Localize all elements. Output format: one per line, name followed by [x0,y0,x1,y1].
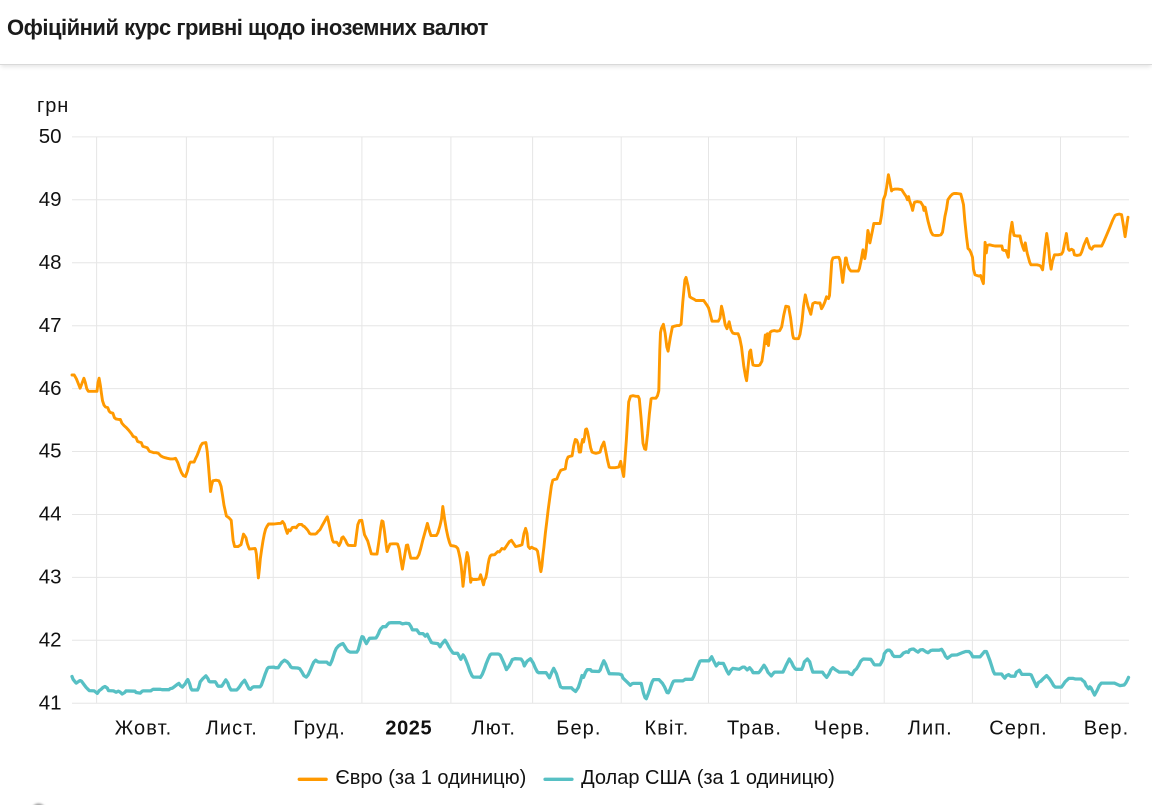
svg-text:50: 50 [39,125,62,148]
svg-text:47: 47 [39,314,62,337]
svg-text:46: 46 [39,377,62,400]
svg-text:Жовт.: Жовт. [115,718,173,740]
svg-text:Груд.: Груд. [293,718,346,740]
svg-text:Долар США (за 1 одиницю): Долар США (за 1 одиницю) [581,767,835,789]
svg-text:Лист.: Лист. [206,718,258,740]
svg-text:45: 45 [39,440,62,463]
svg-text:Серп.: Серп. [989,718,1048,740]
svg-text:Вер.: Вер. [1084,718,1130,740]
svg-text:Лип.: Лип. [908,718,953,740]
svg-text:Квіт.: Квіт. [645,718,690,740]
svg-text:43: 43 [39,566,62,589]
svg-text:41: 41 [39,692,62,715]
svg-text:Лют.: Лют. [472,718,517,740]
svg-text:2025: 2025 [385,718,432,740]
svg-text:Бер.: Бер. [556,718,601,740]
svg-text:49: 49 [39,188,62,211]
svg-text:44: 44 [39,503,62,526]
svg-text:48: 48 [39,251,62,274]
svg-text:Черв.: Черв. [814,718,871,740]
svg-text:грн: грн [37,95,69,117]
svg-text:Трав.: Трав. [727,718,782,740]
svg-text:42: 42 [39,629,62,652]
svg-text:Євро (за 1 одиницю): Євро (за 1 одиницю) [335,767,526,789]
